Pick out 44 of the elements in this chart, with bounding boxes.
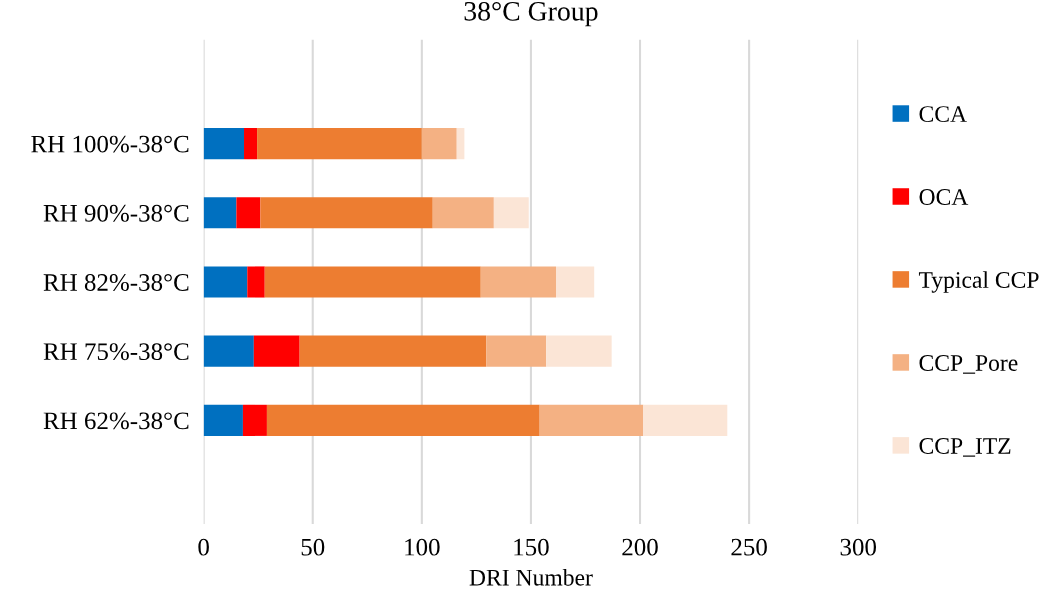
x-tick-label: 150 xyxy=(514,538,549,556)
bar xyxy=(247,266,265,298)
bar xyxy=(244,128,258,160)
y-tick-label: RH 100%-38°C xyxy=(31,135,189,153)
y-tick-label: RH 90%-38°C xyxy=(43,204,189,222)
x-tick-label: 250 xyxy=(731,538,767,556)
legend-label: OCA xyxy=(919,189,969,205)
bar xyxy=(556,266,595,298)
bar xyxy=(203,404,243,436)
bar xyxy=(539,404,644,436)
bar xyxy=(486,335,547,367)
bar xyxy=(236,197,261,229)
x-axis-title: DRI Number xyxy=(469,569,593,586)
bar xyxy=(260,197,433,229)
x-tick-label: 0 xyxy=(198,538,209,556)
x-tick-label: 100 xyxy=(405,538,440,556)
bar xyxy=(203,197,237,229)
legend-label: CCP_Pore xyxy=(919,355,1018,374)
legend-label: CCA xyxy=(919,106,967,123)
bar xyxy=(643,404,728,436)
bar xyxy=(203,266,248,298)
bar xyxy=(266,404,540,436)
bar xyxy=(253,335,300,367)
legend-label: Typical CCP xyxy=(918,271,1039,293)
legend-label: CCP_ITZ xyxy=(919,438,1011,457)
bar xyxy=(493,197,529,229)
y-tick-label: RH 62%-38°C xyxy=(43,412,189,430)
bar xyxy=(299,335,487,367)
bar xyxy=(203,128,245,160)
bar xyxy=(257,128,422,160)
chart-title: 38°C Group xyxy=(464,1,598,27)
x-tick-label: 300 xyxy=(840,538,877,556)
bar xyxy=(432,197,494,229)
y-tick-label: RH 82%-38°C xyxy=(43,274,189,291)
bar xyxy=(421,128,457,160)
bar xyxy=(242,404,267,436)
bar xyxy=(456,128,465,160)
bar xyxy=(546,335,612,367)
y-tick-label: RH 75%-38°C xyxy=(43,343,189,361)
x-tick-label: 200 xyxy=(622,538,658,556)
bar xyxy=(480,266,557,298)
bar xyxy=(264,266,481,298)
x-tick-label: 50 xyxy=(301,538,325,556)
bar xyxy=(203,335,254,367)
